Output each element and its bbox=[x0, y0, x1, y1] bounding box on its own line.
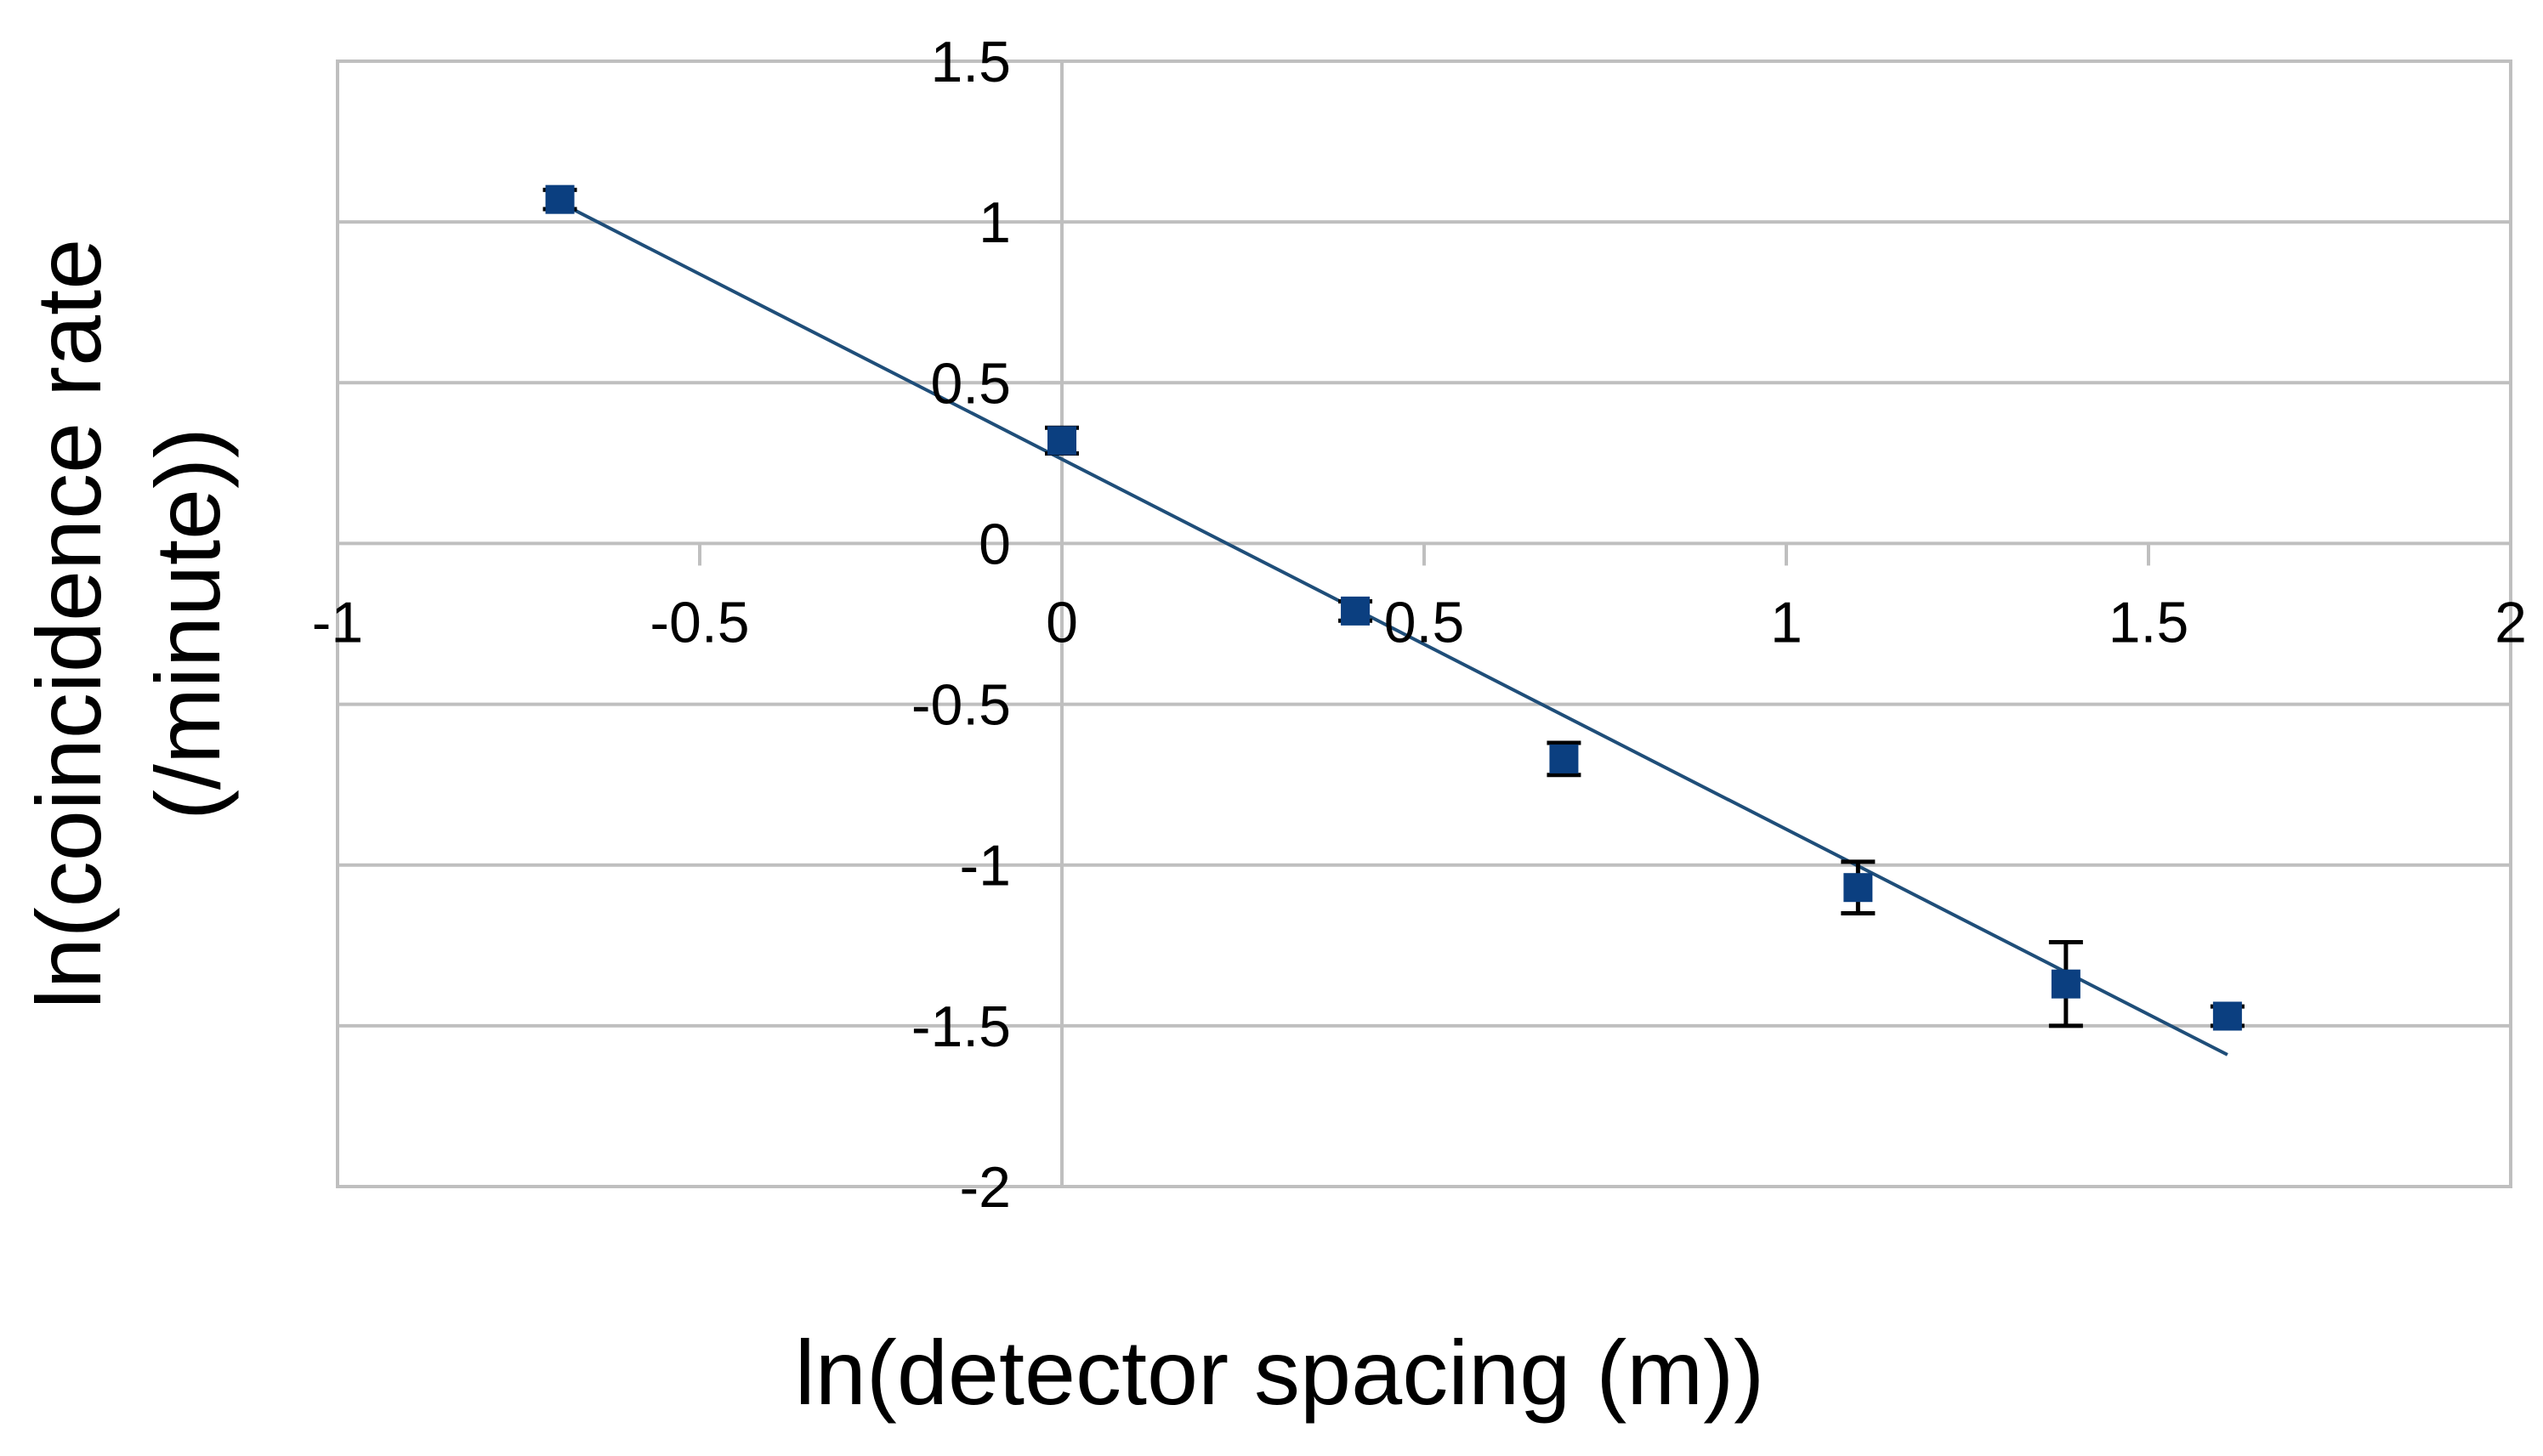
marker-layer bbox=[545, 184, 2242, 1031]
trendline-layer bbox=[559, 201, 2228, 1057]
x-tick-label: -1 bbox=[312, 590, 363, 654]
y-tick-label: -2 bbox=[960, 1155, 1011, 1220]
x-tick-label: 2 bbox=[2495, 590, 2527, 654]
y-tick-label: -1 bbox=[960, 834, 1011, 898]
y-axis-title-line-2: (/minute)) bbox=[136, 428, 239, 820]
y-axis-title-line-1: ln(coincidence rate bbox=[17, 239, 120, 1010]
data-point bbox=[1549, 744, 1579, 773]
tick-label-layer: -2 -1.5 -1 -0.5 0 0.5 1 1.5 -1 -0.5 0 0.5 1 1.5 2 bbox=[312, 30, 2527, 1220]
x-tick-label: 0 bbox=[1046, 590, 1078, 654]
y-tick-label: 0.5 bbox=[930, 351, 1011, 416]
data-point bbox=[1341, 596, 1371, 626]
data-point bbox=[1843, 873, 1873, 903]
x-axis-title: ln(detector spacing (m)) bbox=[795, 1321, 1764, 1424]
data-point bbox=[2051, 969, 2080, 999]
axis-layer bbox=[336, 59, 2512, 1188]
trendline bbox=[559, 201, 2228, 1057]
y-tick-label: -0.5 bbox=[911, 673, 1011, 738]
data-point bbox=[1047, 426, 1076, 456]
x-tick-label: -0.5 bbox=[650, 590, 749, 654]
y-tick-label: -1.5 bbox=[911, 994, 1011, 1059]
data-point bbox=[545, 184, 575, 214]
x-tick-label: 0.5 bbox=[1384, 590, 1465, 654]
y-tick-label: 0 bbox=[979, 512, 1011, 576]
data-point bbox=[2212, 1001, 2242, 1031]
x-tick-label: 1 bbox=[1770, 590, 1802, 654]
y-tick-label: 1.5 bbox=[930, 30, 1011, 94]
y-tick-label: 1 bbox=[979, 190, 1011, 255]
x-tick-label: 1.5 bbox=[2109, 590, 2189, 654]
